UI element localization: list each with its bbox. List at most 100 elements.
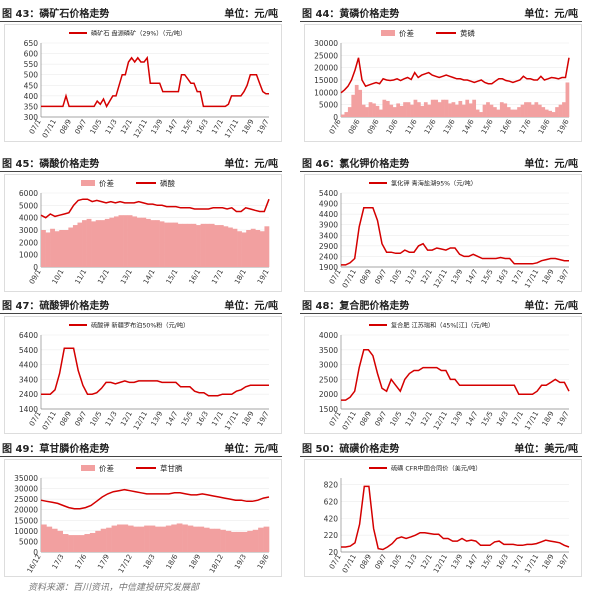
spread-bar [344,112,349,117]
x-tick-label: 19/7 [256,410,271,428]
spread-bar [100,528,107,552]
title-rule [300,313,582,314]
y-tick-label: 15000 [14,516,38,525]
spread-bar [89,532,96,552]
legend-swatch-bar [381,30,395,36]
spread-bar [385,100,390,117]
legend-label: 磷酸 [160,178,175,188]
x-tick-label: 15/5 [480,410,495,428]
y-tick-label: 4400 [19,361,38,370]
x-tick-label: 14/7 [165,410,180,428]
spread-bar [263,526,270,552]
spread-bar [155,526,161,552]
spread-bar [403,102,407,117]
spread-bar [63,230,69,267]
x-tick-label: 12/6 [423,118,438,136]
x-tick-label: 17/6 [518,118,533,136]
x-tick-label: 17/1 [510,553,525,571]
x-tick-label: 17/6 [74,553,89,571]
y-tick-label: 5000 [19,537,38,546]
x-tick-label: 10/5 [389,268,404,286]
x-tick-label: 09/7 [374,410,389,428]
x-tick-label: 16/3 [495,268,510,286]
spread-bar [527,102,532,117]
spread-bar [150,220,156,267]
spread-bar [82,220,87,267]
panel-title-bar: 图 47：硫酸钾价格走势 单位：元/吨 [0,294,282,314]
spread-bar [127,525,134,552]
spread-bar [417,102,421,117]
legend-label: 复合肥 江苏瑞和（45%[江]（元/吨） [391,322,494,330]
spread-bar [365,107,369,117]
x-tick-label: 15/5 [180,410,195,428]
x-tick-label: 10/5 [89,410,104,428]
spread-bar [372,103,376,117]
spread-bar [205,223,211,267]
spread-bar [499,102,504,117]
spread-bar [382,99,387,117]
spread-bar [375,105,380,117]
spread-bar [191,223,197,267]
title-rule [300,171,582,172]
x-tick-label: 17/11 [523,268,540,289]
legend-swatch-bar [81,180,95,186]
x-tick-label: 18/6 [537,118,552,136]
spread-bar [41,524,47,552]
spread-bar [209,528,216,552]
chart-frame: 1900 2400 2900 3400 3900 4400 4900 5400 07/1 07/1… [304,174,582,292]
spread-bar [562,102,566,117]
y-tick-label: 300 [24,113,39,122]
spread-bar [548,110,553,117]
x-tick-label: 12/1 [96,268,111,286]
spread-bar [159,221,165,267]
x-tick-label: 19/7 [556,268,571,286]
y-tick-label: 4900 [319,200,338,209]
spread-bar [51,528,58,552]
spread-bar [255,230,261,267]
chart-frame: 1400 2400 3400 4400 5400 6400 07/1 07/11 08/9 09/… [4,316,282,434]
spread-bar [168,222,174,267]
x-tick-label: 13/9 [450,410,465,428]
x-tick-label: 12/1 [119,410,134,428]
spread-bar [113,216,119,267]
chart-unit: 单位：元/吨 [224,444,278,455]
x-tick-label: 14/7 [465,268,480,286]
spread-bar [246,230,252,267]
spread-bar [482,104,487,117]
spread-bar [472,99,477,117]
spread-bar [218,225,224,267]
x-tick-label: 17/1 [210,410,225,428]
spread-bar [358,89,363,117]
x-tick-label: 19/6 [256,553,271,571]
y-tick-label: 2900 [319,242,338,251]
x-tick-label: 18/9 [541,553,556,571]
spread-bar [451,102,456,117]
x-tick-label: 13/9 [450,268,465,286]
title-rule [0,456,282,457]
spread-bar [223,226,229,267]
x-tick-label: 16/3 [495,553,510,571]
y-tick-label: 420 [324,514,339,523]
spread-bar [493,107,497,117]
price-line [341,349,570,401]
y-tick-label: 5000 [19,201,38,210]
spread-bar [165,525,172,552]
spread-bar [489,104,494,117]
x-tick-label: 14/6 [461,118,476,136]
x-tick-label: 17/11 [223,410,240,431]
spread-bar [236,531,243,552]
panel-title-bar: 图 50：硫磺价格走势 单位：美元/吨 [300,437,582,457]
panel-phosphoric-acid: 图 45：磷酸价格走势 单位：元/吨 0 1000 2000 3000 4000 5000… [0,152,282,292]
panel-potassium-chloride: 图 46：氯化钾价格走势 单位：元/吨 1900 2400 2900 3400 3900… [300,152,582,292]
spread-bar [354,84,359,117]
x-tick-label: 13/9 [150,410,165,428]
spread-bar [203,527,210,552]
y-tick-label: 3000 [319,361,338,370]
price-line [341,207,569,266]
spread-bar [193,526,199,552]
chart-title: 图 44：黄磷价格走势 [302,9,400,20]
spread-bar [141,217,147,267]
panel-sulfur: 图 50：硫磺价格走势 单位：美元/吨 20 220 420 620 820 07/1 07… [300,437,582,577]
x-tick-label: 11/3 [104,118,119,136]
